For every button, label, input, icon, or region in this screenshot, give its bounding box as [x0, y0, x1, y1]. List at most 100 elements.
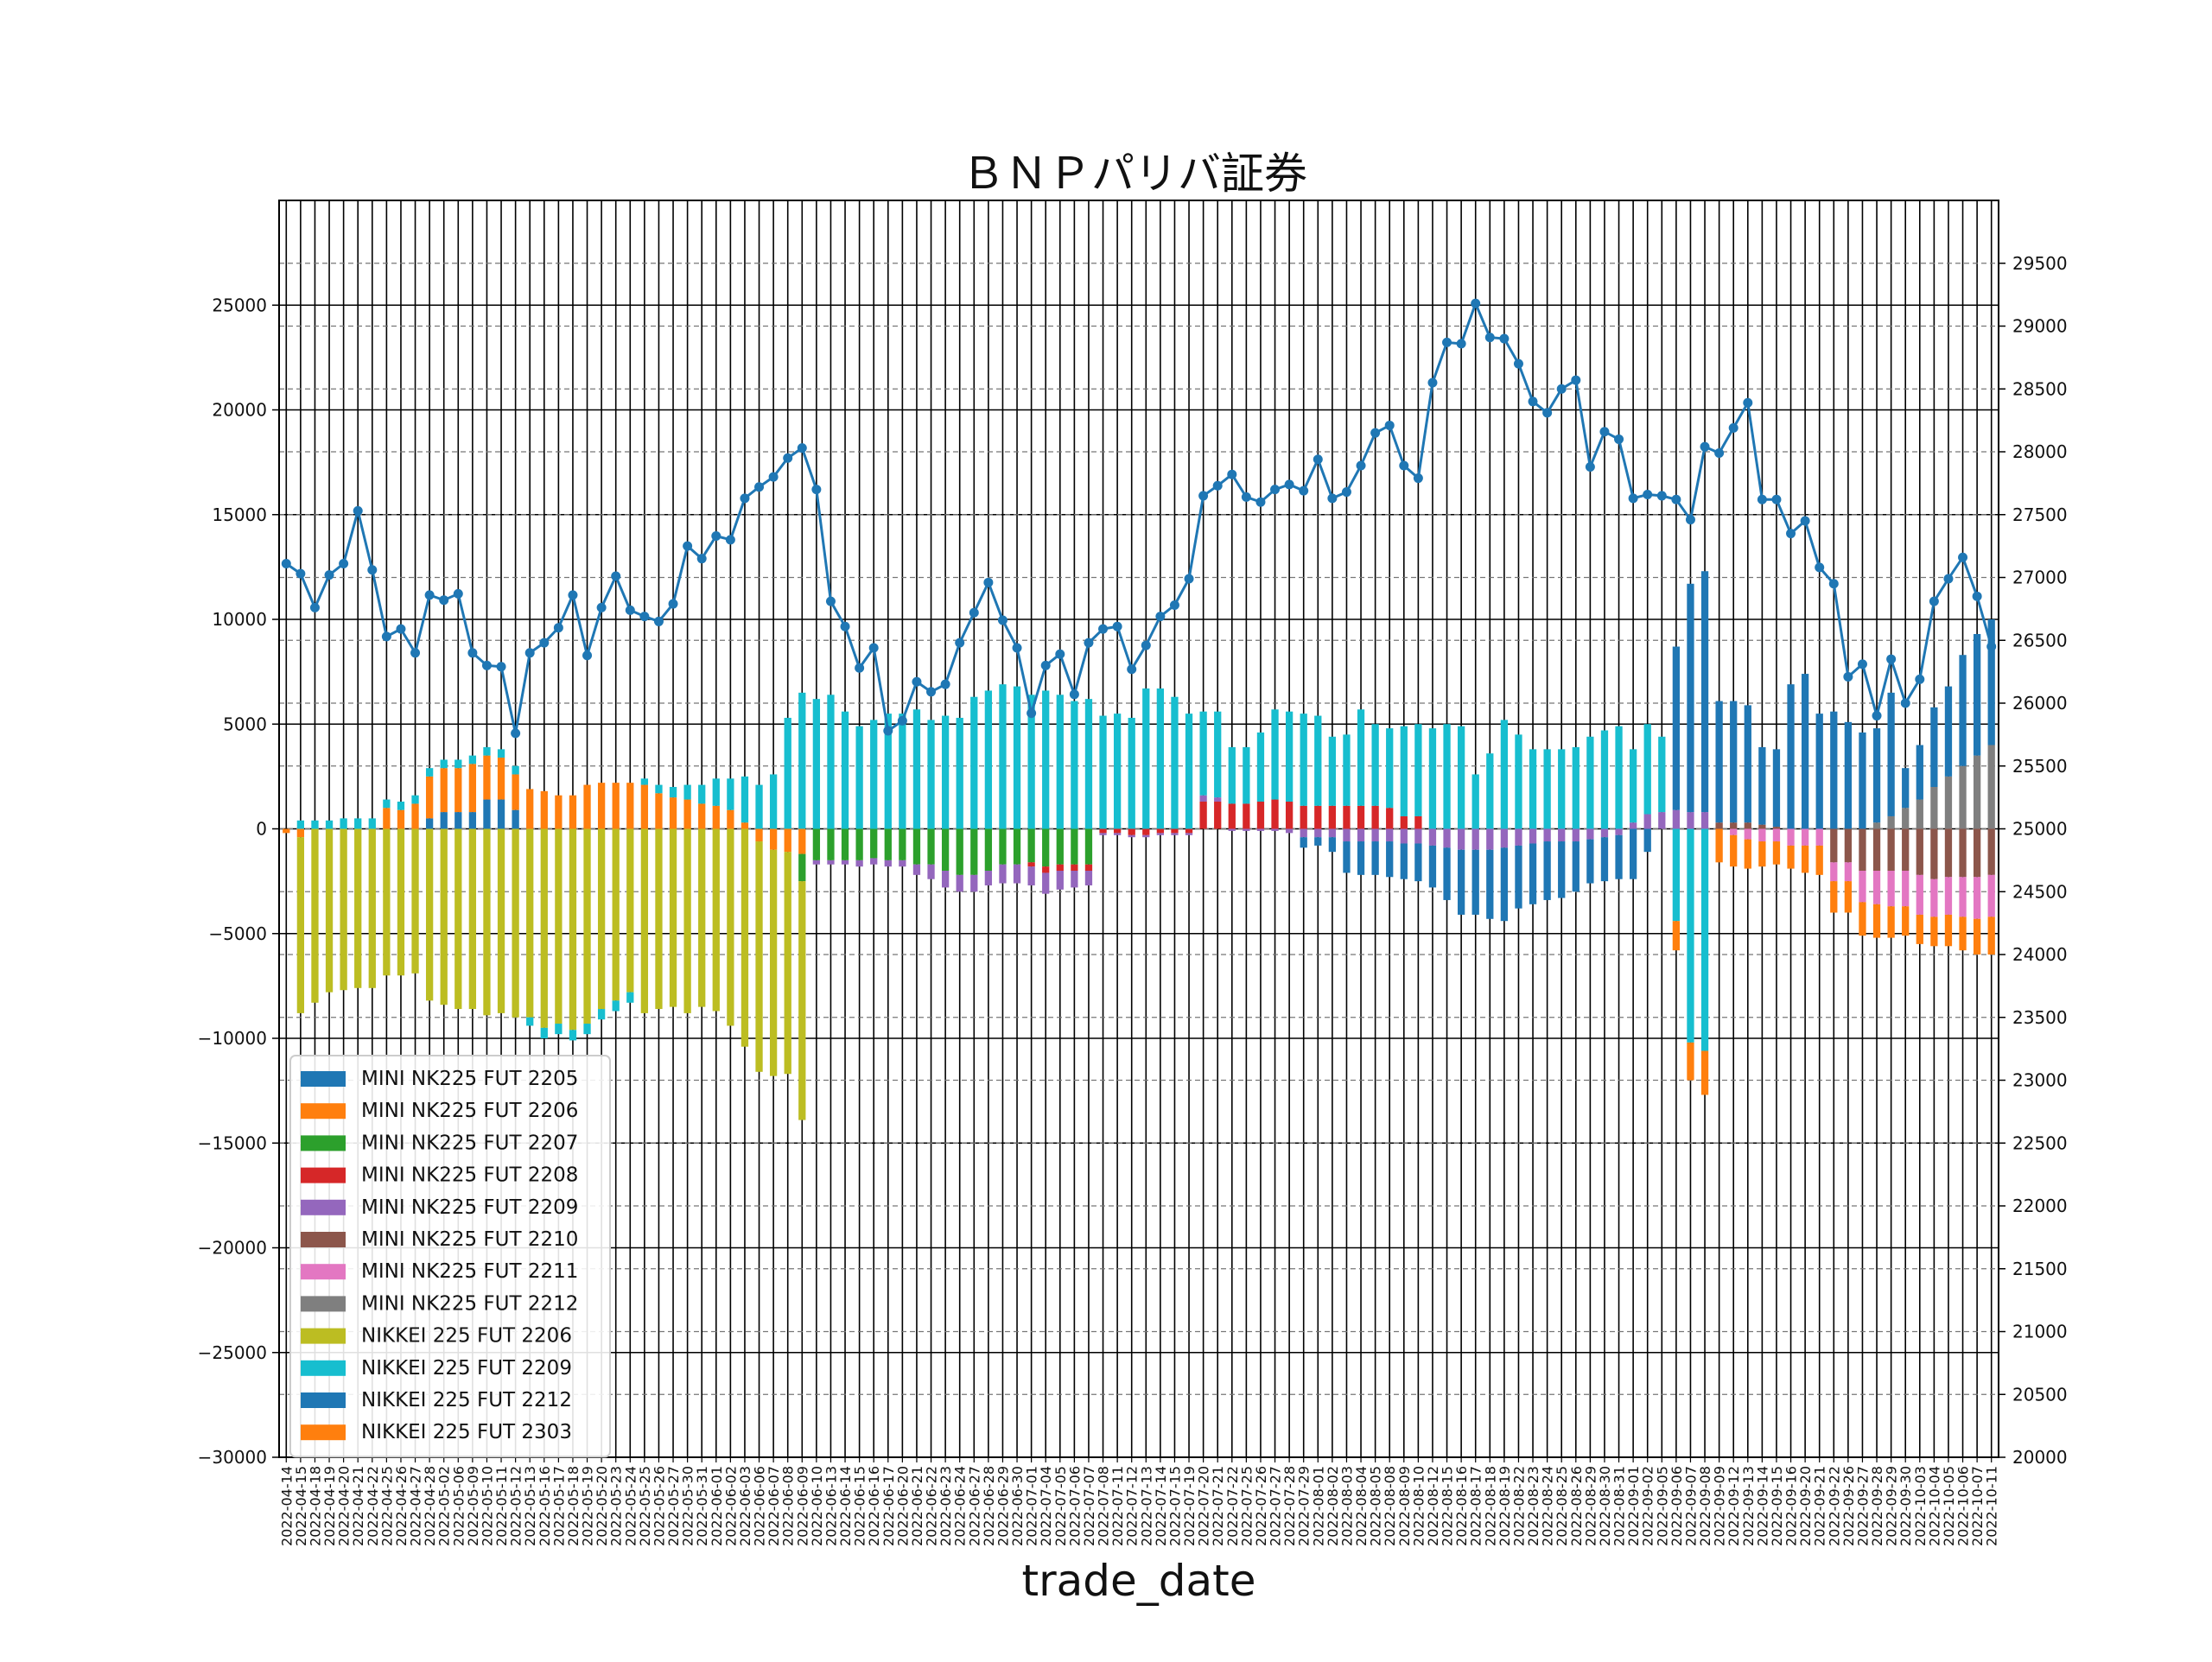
x-tick-label: 2022-05-16 — [537, 1466, 553, 1546]
x-tick-label: 2022-04-19 — [321, 1466, 338, 1546]
bar-segment — [425, 768, 434, 777]
bar-segment — [1872, 822, 1881, 829]
bar-segment — [1586, 839, 1594, 884]
bar-segment — [1013, 864, 1021, 884]
bar-segment — [1902, 906, 1910, 936]
x-tick-label: 2022-07-14 — [1153, 1466, 1169, 1546]
bar-segment — [1872, 828, 1881, 871]
bar-segment — [368, 828, 376, 988]
legend-label: MINI NK225 FUT 2210 — [361, 1228, 578, 1251]
bar-segment — [1558, 749, 1566, 829]
bar-segment — [1471, 828, 1479, 850]
bar-segment — [440, 759, 448, 769]
bar-segment — [1142, 828, 1150, 835]
y2-tick-label: 25000 — [2012, 819, 2068, 840]
legend-swatch — [301, 1328, 346, 1344]
bar-segment — [1543, 828, 1551, 842]
bar-segment — [1844, 881, 1853, 913]
y-tick-label: −10000 — [198, 1028, 267, 1049]
bar-segment — [1687, 583, 1694, 813]
bar-segment — [555, 1024, 563, 1035]
bar-segment — [1959, 877, 1967, 917]
bar-segment — [1099, 715, 1107, 829]
x-tick-label: 2022-05-17 — [550, 1466, 567, 1546]
price-line-point — [1542, 408, 1553, 418]
bar-segment — [1772, 827, 1781, 829]
bar-segment — [468, 755, 477, 764]
x-tick-label: 2022-07-04 — [1038, 1466, 1054, 1546]
x-tick-label: 2022-08-08 — [1382, 1466, 1398, 1546]
bar-segment — [655, 793, 663, 829]
bar-segment — [283, 828, 290, 834]
bar-segment — [1500, 847, 1509, 922]
x-tick-label: 2022-10-06 — [1955, 1466, 1972, 1546]
bar-segment — [383, 808, 391, 829]
price-line-point — [1356, 460, 1366, 471]
bar-segment — [597, 1009, 606, 1020]
bar-segment — [1428, 845, 1437, 888]
legend-label: MINI NK225 FUT 2205 — [361, 1068, 578, 1090]
bar-segment — [1916, 874, 1923, 915]
price-line-point — [1857, 659, 1867, 669]
bar-segment — [1156, 833, 1165, 835]
bar-segment — [569, 795, 577, 829]
x-tick-label: 2022-10-03 — [1912, 1466, 1929, 1546]
x-axis: 2022-04-142022-04-152022-04-182022-04-19… — [278, 1457, 2000, 1546]
price-line-point — [1571, 375, 1581, 385]
bar-segment — [1930, 917, 1938, 947]
bar-segment — [1558, 841, 1566, 898]
x-tick-label: 2022-07-08 — [1096, 1466, 1112, 1546]
y-tick-label: 20000 — [212, 400, 267, 421]
bar-segment — [411, 828, 419, 974]
bar-segment — [425, 828, 434, 1001]
price-line-point — [1556, 384, 1567, 394]
bar-segment — [1902, 871, 1910, 907]
bar-segment — [1687, 1042, 1694, 1081]
bar-segment — [827, 828, 835, 860]
bar-segment — [798, 828, 806, 854]
price-line-point — [1915, 674, 1925, 684]
bar-segment — [1199, 711, 1207, 796]
price-line-point — [1786, 529, 1796, 539]
bar-segment — [1959, 655, 1967, 766]
bar-segment — [468, 812, 477, 829]
bar-segment — [512, 774, 519, 810]
bar-segment — [1758, 828, 1766, 842]
y-tick-label: −25000 — [198, 1342, 267, 1363]
bar-segment — [1744, 839, 1751, 869]
bar-segment — [555, 828, 563, 1024]
bar-segment — [1859, 828, 1866, 871]
bar-segment — [569, 1030, 577, 1041]
x-tick-label: 2022-09-05 — [1654, 1466, 1670, 1546]
bar-segment — [1944, 776, 1953, 829]
legend-swatch — [301, 1296, 346, 1312]
bar-segment — [712, 828, 720, 1012]
bar-segment — [1071, 828, 1078, 865]
price-line-point — [926, 687, 937, 697]
bar-segment — [1529, 843, 1537, 904]
x-tick-label: 2022-07-12 — [1124, 1466, 1141, 1546]
bar-segment — [956, 828, 963, 875]
y2-tick-label: 26500 — [2012, 630, 2068, 650]
x-tick-label: 2022-06-28 — [981, 1466, 997, 1546]
bar-segment — [468, 828, 477, 1010]
bar-segment — [1056, 695, 1064, 829]
bar-segment — [1285, 828, 1294, 834]
price-line — [281, 298, 1997, 739]
bar-segment — [1314, 837, 1322, 846]
bar-segment — [999, 684, 1007, 829]
bar-segment — [884, 828, 892, 860]
y2-tick-label: 23000 — [2012, 1070, 2068, 1091]
bar-segment — [1772, 828, 1781, 842]
bar-segment — [311, 820, 319, 829]
y2-tick-label: 23500 — [2012, 1007, 2068, 1028]
legend-label: MINI NK225 FUT 2207 — [361, 1132, 578, 1154]
bar-segment — [683, 784, 691, 800]
bar-segment — [727, 828, 734, 1026]
bar-segment — [1801, 674, 1809, 829]
price-line-point — [711, 530, 721, 541]
price-line-point — [653, 616, 664, 626]
bar-segment — [1515, 734, 1522, 829]
y2-tick-label: 24000 — [2012, 944, 2068, 965]
price-line-point — [1513, 358, 1523, 369]
